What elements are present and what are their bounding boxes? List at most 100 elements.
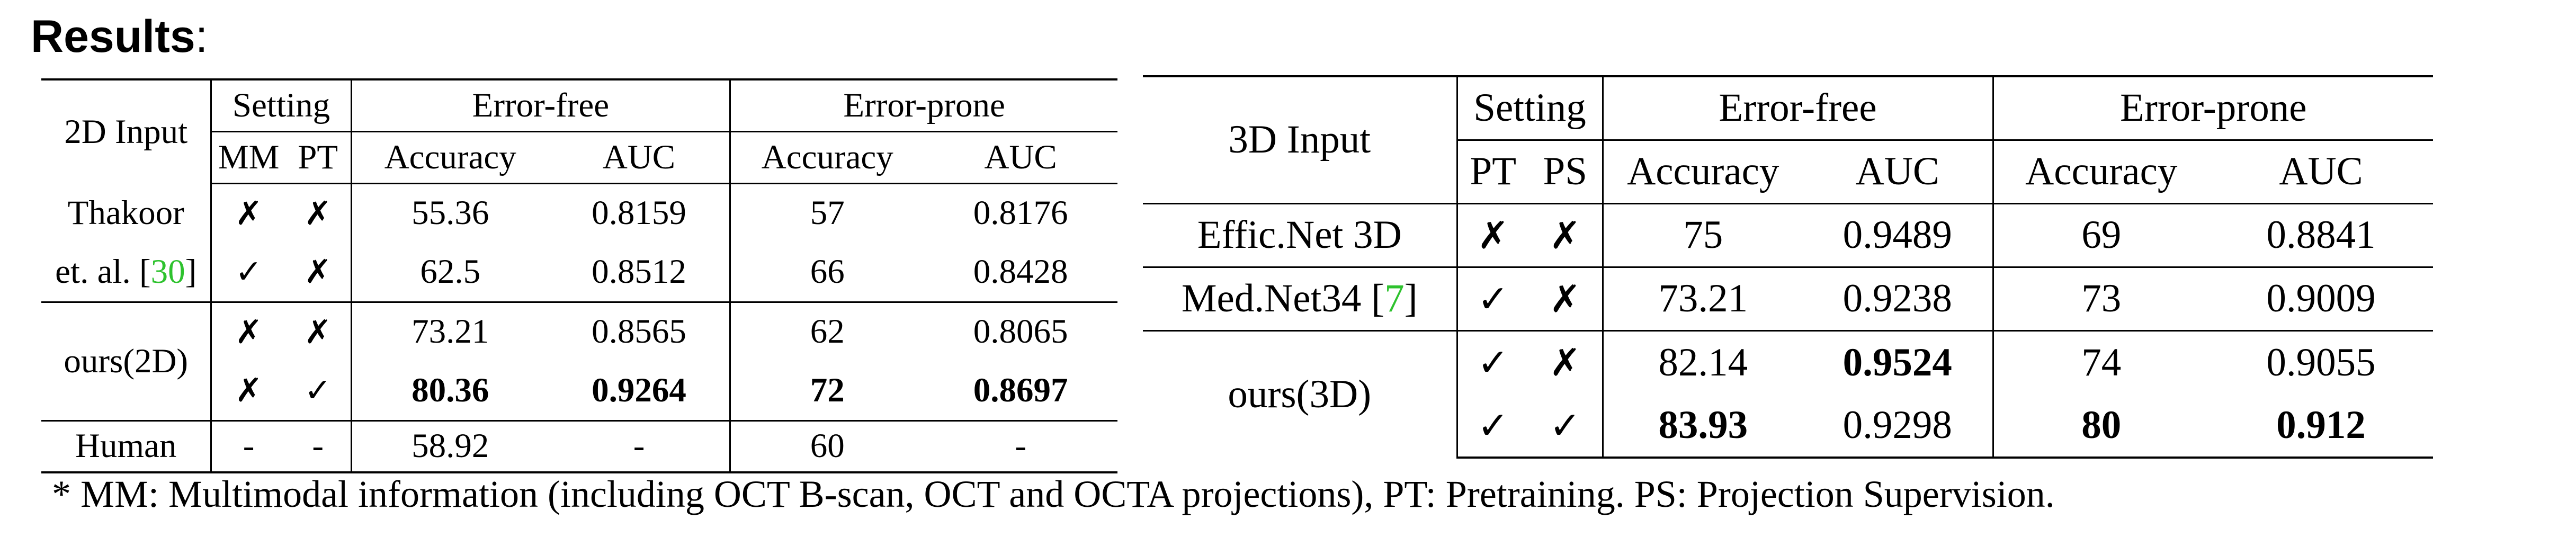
check-mark-icon: ✗	[1456, 202, 1528, 267]
cell-value: -	[285, 419, 352, 473]
cell-value: 73.21	[350, 301, 549, 361]
cell-value: 0.8841	[2209, 202, 2433, 267]
cell-value: 57	[729, 183, 924, 243]
header-error-free: Error-free	[1602, 75, 1993, 141]
results-table-3d: 3D Input Setting Error-free Error-prone …	[1143, 75, 2433, 459]
cell-value: -	[210, 419, 285, 473]
table-row: Effic.Net 3D ✗ ✗ 75 0.9489 69 0.8841	[1143, 202, 2433, 267]
cell-value: 0.8159	[592, 194, 686, 232]
bracket-close: ]	[185, 252, 197, 291]
header-3d-input: 3D Input	[1143, 75, 1457, 203]
cell-value: 0.8512	[592, 252, 686, 291]
table-row: Human - - 58.92 - 60 -	[41, 419, 1117, 473]
cell-value: 0.9489	[1803, 202, 1993, 267]
cell-value: 80	[1992, 394, 2209, 459]
header-accuracy-ep: Accuracy	[729, 131, 924, 184]
check-mark-icon: ✗	[210, 301, 285, 361]
cell-value: 72	[729, 361, 924, 420]
header-accuracy-ef: Accuracy	[1602, 140, 1803, 204]
header-error-prone: Error-prone	[729, 78, 1117, 132]
method-label: et. al. [30]	[41, 243, 211, 302]
header-ps: PS	[1528, 140, 1603, 204]
table-row: ours(2D) ✗ ✗ 73.21 0.8565 62 0.8065	[41, 301, 1117, 420]
cell-value: 66	[729, 243, 924, 302]
method-label: Effic.Net 3D	[1143, 202, 1457, 267]
check-mark-icon: ✓	[1456, 394, 1528, 459]
method-label: ours(2D)	[41, 301, 211, 420]
method-label-text: et. al. [	[55, 252, 151, 291]
table-row: ✓ ✓ 83.93 0.9298 80 0.912	[1143, 394, 2433, 459]
footnote: * MM: Multimodal information (including …	[52, 473, 2055, 515]
cell-value: -	[548, 419, 730, 473]
check-mark-icon: ✗	[304, 253, 332, 291]
header-2d-input: 2D Input	[41, 78, 211, 183]
cell-value: 83.93	[1602, 394, 1803, 459]
header-pt: PT	[285, 131, 352, 184]
header-accuracy-ep: Accuracy	[1992, 140, 2209, 204]
check-mark-icon: ✓	[210, 243, 285, 302]
header-setting: Setting	[1456, 75, 1603, 141]
check-mark-icon: ✗	[1528, 329, 1603, 394]
cell-value: 0.9524	[1803, 329, 1993, 394]
cell-value: 62	[729, 301, 924, 361]
cell-value: 55.36	[350, 183, 549, 243]
check-mark-icon: ✗	[285, 301, 352, 361]
header-accuracy-ef: Accuracy	[350, 131, 549, 184]
method-label: Thakoor	[67, 193, 184, 232]
table-row: ours(3D) ✓ ✗ 82.14 0.9524 74 0.9055	[1143, 329, 2433, 458]
header-auc-ep: AUC	[2209, 140, 2433, 204]
check-mark-icon: ✓	[304, 371, 332, 410]
citation-link[interactable]: 7	[1384, 276, 1405, 320]
cell-value: 0.8428	[973, 252, 1068, 291]
cell-value: 60	[729, 419, 924, 473]
cell-value: 82.14	[1602, 329, 1803, 394]
cell-value: 58.92	[350, 419, 549, 473]
cell-value: 0.9298	[1803, 394, 1993, 459]
header-auc-ef: AUC	[1803, 140, 1993, 204]
method-label: Med.Net34 [7]	[1143, 266, 1457, 330]
cell-value: 73	[1992, 266, 2209, 330]
table-row: Thakoor ✗ ✗ 55.36 0.8159 57 0.8176	[41, 183, 1117, 243]
cell-value: 0.9238	[1803, 266, 1993, 330]
cell-value: 0.8065	[924, 301, 1117, 361]
check-mark-icon: ✗	[210, 183, 285, 243]
cell-value: 0.9055	[2209, 329, 2433, 394]
cell-value: -	[924, 419, 1117, 473]
header-auc-ep: AUC	[924, 131, 1117, 184]
citation-link[interactable]: 30	[150, 252, 185, 291]
table-row: ✗ ✓ 80.36 0.9264 72 0.8697	[41, 361, 1117, 420]
header-error-free: Error-free	[350, 78, 730, 132]
cell-value: 69	[1992, 202, 2209, 267]
cell-value: 75	[1602, 202, 1803, 267]
header-setting: Setting	[210, 78, 352, 132]
table-row: Med.Net34 [7] ✓ ✗ 73.21 0.9238 73 0.9009	[1143, 266, 2433, 330]
cell-value: 80.36	[350, 361, 549, 420]
cell-value: 0.8697	[973, 371, 1068, 409]
results-heading-colon: :	[195, 11, 208, 62]
cell-value: 0.912	[2209, 394, 2433, 459]
results-heading: Results:	[31, 12, 208, 62]
method-label-text: Med.Net34 [	[1181, 276, 1385, 320]
bracket-close: ]	[1404, 276, 1418, 320]
results-heading-text: Results	[31, 11, 195, 62]
cell-value: 0.8565	[548, 301, 730, 361]
cell-value: 73.21	[1602, 266, 1803, 330]
method-label: ours(3D)	[1143, 329, 1457, 458]
check-mark-icon: ✗	[1528, 202, 1603, 267]
header-auc-ef: AUC	[548, 131, 730, 184]
check-mark-icon: ✗	[210, 361, 285, 420]
cell-value: 0.8176	[973, 194, 1068, 232]
check-mark-icon: ✓	[1456, 266, 1528, 330]
cell-value: 74	[1992, 329, 2209, 394]
method-label: Human	[41, 419, 211, 473]
results-table-2d: 2D Input Setting Error-free Error-prone …	[41, 78, 1117, 473]
header-mm: MM	[210, 131, 285, 184]
check-mark-icon: ✓	[1456, 329, 1528, 394]
cell-value: 0.9009	[2209, 266, 2433, 330]
header-error-prone: Error-prone	[1992, 75, 2433, 141]
table-row: et. al. [30] ✓ ✗ 62.5 0.8512 66 0.8428	[41, 243, 1117, 302]
check-mark-icon: ✗	[304, 194, 332, 232]
check-mark-icon: ✗	[1528, 266, 1603, 330]
header-pt: PT	[1456, 140, 1528, 204]
cell-value: 0.9264	[592, 371, 686, 409]
